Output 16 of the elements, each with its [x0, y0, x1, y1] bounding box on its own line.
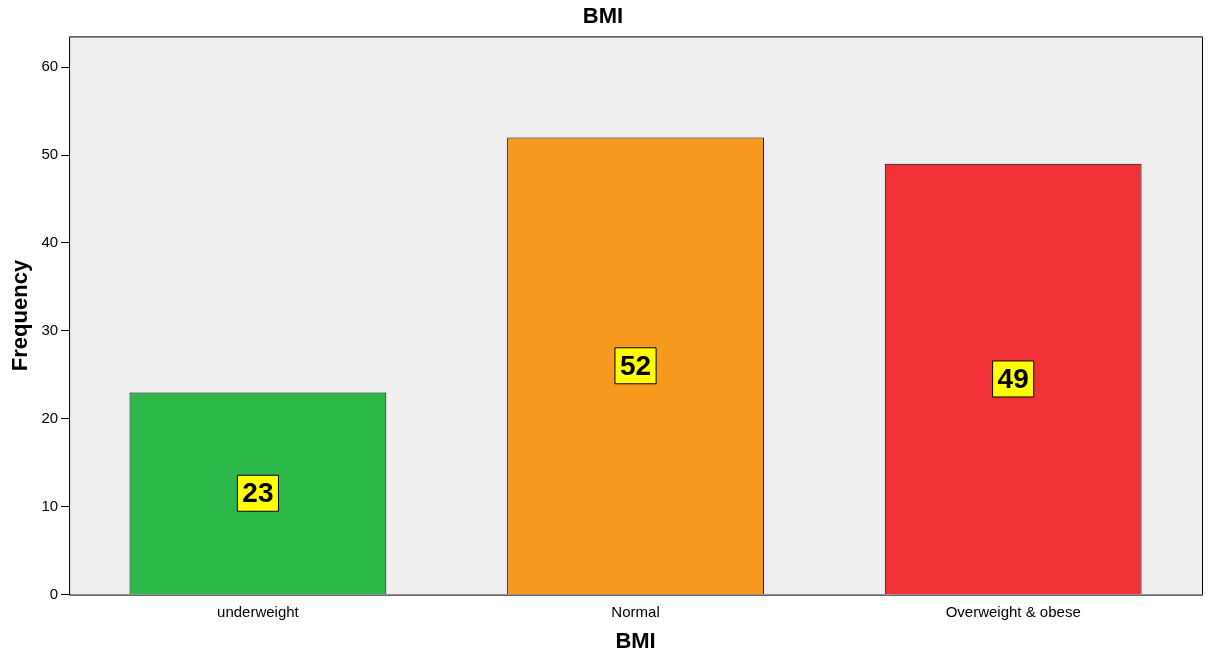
y-tick-label: 40 [41, 233, 59, 251]
y-tick-label: 60 [41, 57, 59, 75]
x-tick-label: underweight [217, 602, 300, 620]
x-tick-label: Overweight & obese [945, 602, 1081, 620]
data-label: 52 [619, 349, 652, 381]
x-axis-title: BMI [615, 627, 656, 653]
y-tick-label: 10 [41, 496, 59, 514]
y-tick-label: 30 [41, 321, 59, 339]
y-axis-title: Frequency [7, 259, 33, 372]
data-label: 49 [997, 362, 1029, 394]
x-tick-label: Normal [611, 602, 660, 620]
y-tick-label: 50 [41, 145, 59, 163]
y-tick-label: 0 [49, 584, 59, 602]
y-tick-label: 20 [41, 408, 59, 426]
chart-title: BMI [582, 3, 624, 29]
data-label: 23 [242, 476, 274, 508]
